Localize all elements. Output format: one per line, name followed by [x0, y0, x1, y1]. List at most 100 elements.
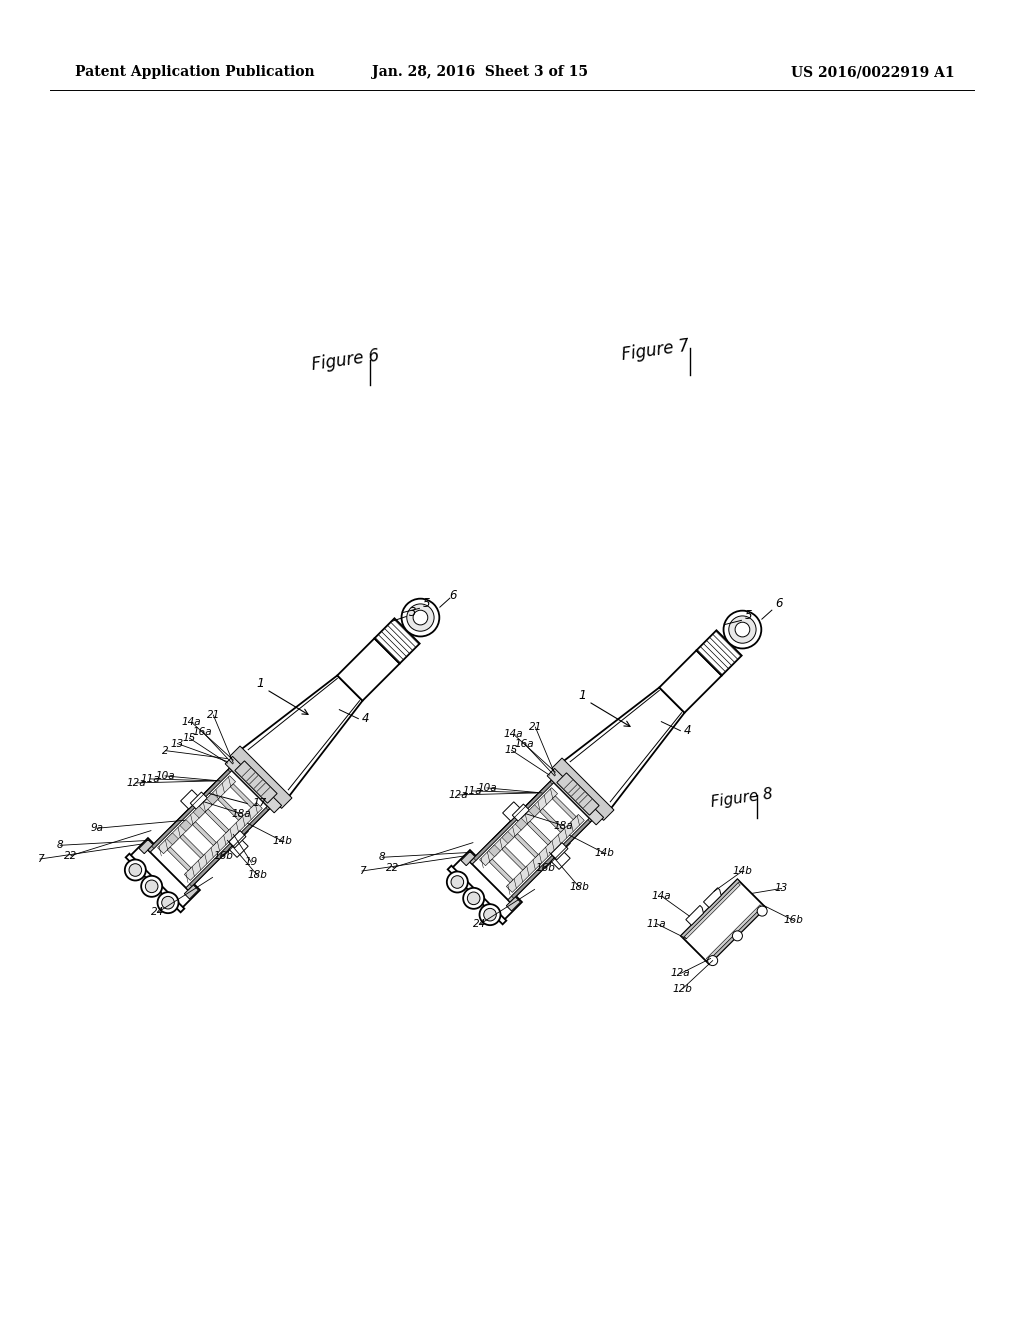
Polygon shape — [167, 833, 178, 845]
Polygon shape — [502, 846, 525, 870]
Polygon shape — [126, 854, 184, 912]
Polygon shape — [681, 879, 766, 964]
Polygon shape — [552, 758, 614, 820]
Polygon shape — [447, 866, 506, 924]
Polygon shape — [696, 631, 741, 676]
Polygon shape — [218, 796, 242, 820]
Polygon shape — [547, 768, 603, 825]
Polygon shape — [375, 618, 420, 664]
Polygon shape — [508, 818, 592, 902]
Polygon shape — [707, 904, 762, 961]
Text: Jan. 28, 2016  Sheet 3 of 15: Jan. 28, 2016 Sheet 3 of 15 — [372, 65, 588, 79]
Text: 17: 17 — [252, 797, 266, 808]
Text: 14a: 14a — [181, 717, 201, 727]
Circle shape — [757, 906, 767, 916]
Text: 14b: 14b — [732, 866, 752, 876]
Polygon shape — [147, 768, 231, 853]
Polygon shape — [129, 838, 200, 909]
Text: 14b: 14b — [595, 849, 614, 858]
Polygon shape — [229, 830, 246, 847]
Text: 1: 1 — [579, 689, 587, 701]
Polygon shape — [193, 822, 216, 846]
Circle shape — [446, 871, 468, 892]
Text: 11a: 11a — [140, 774, 160, 784]
Polygon shape — [551, 851, 570, 870]
Polygon shape — [139, 840, 154, 854]
Text: 16b: 16b — [783, 916, 804, 925]
Text: 18b: 18b — [248, 870, 267, 880]
Circle shape — [129, 863, 141, 876]
Circle shape — [451, 875, 464, 888]
Polygon shape — [474, 781, 552, 861]
Polygon shape — [489, 859, 513, 883]
Polygon shape — [229, 840, 248, 858]
Text: 1: 1 — [256, 677, 264, 689]
Circle shape — [467, 892, 480, 904]
Text: 12a: 12a — [126, 777, 145, 788]
Text: 7: 7 — [358, 866, 366, 876]
Text: 15: 15 — [182, 733, 196, 743]
Polygon shape — [194, 807, 205, 818]
Polygon shape — [184, 803, 262, 880]
Text: 14b: 14b — [272, 837, 293, 846]
Polygon shape — [152, 770, 230, 849]
Text: 19: 19 — [245, 858, 258, 867]
Polygon shape — [180, 820, 191, 832]
Polygon shape — [506, 814, 585, 892]
Polygon shape — [205, 809, 229, 833]
Circle shape — [735, 622, 750, 638]
Text: 8: 8 — [57, 841, 63, 850]
Polygon shape — [180, 789, 199, 809]
Text: 5: 5 — [744, 610, 752, 622]
Polygon shape — [184, 884, 199, 899]
Polygon shape — [503, 801, 520, 821]
Text: 10a: 10a — [156, 771, 175, 781]
Text: 22: 22 — [65, 850, 78, 861]
Polygon shape — [207, 793, 218, 805]
Text: 3: 3 — [410, 606, 417, 619]
Polygon shape — [659, 651, 722, 713]
Text: 9a: 9a — [90, 824, 103, 833]
Text: 12a: 12a — [671, 969, 690, 978]
Circle shape — [708, 956, 718, 966]
Polygon shape — [225, 756, 282, 813]
Circle shape — [141, 876, 162, 896]
Text: 4: 4 — [683, 723, 691, 737]
Circle shape — [158, 892, 178, 913]
Text: 13: 13 — [171, 739, 184, 748]
Text: 18b: 18b — [569, 882, 590, 892]
Circle shape — [463, 888, 484, 909]
Polygon shape — [514, 834, 539, 858]
Polygon shape — [686, 906, 703, 925]
Text: 16a: 16a — [193, 727, 212, 737]
Text: 8: 8 — [379, 853, 385, 862]
Circle shape — [407, 605, 434, 631]
Text: 13: 13 — [775, 883, 788, 894]
Text: Figure 6: Figure 6 — [310, 346, 380, 374]
Polygon shape — [337, 639, 399, 701]
Text: 6: 6 — [450, 589, 457, 602]
Circle shape — [125, 859, 145, 880]
Polygon shape — [167, 847, 191, 871]
Circle shape — [401, 599, 439, 636]
Text: US 2016/0022919 A1: US 2016/0022919 A1 — [792, 65, 955, 79]
Polygon shape — [470, 780, 592, 902]
Polygon shape — [684, 883, 740, 939]
Text: 12a: 12a — [449, 789, 468, 800]
Text: 16b: 16b — [536, 863, 555, 874]
Text: 21: 21 — [528, 722, 542, 733]
Text: Figure 7: Figure 7 — [620, 337, 690, 364]
Polygon shape — [189, 808, 268, 886]
Text: 18a: 18a — [231, 809, 252, 818]
Polygon shape — [527, 821, 551, 845]
Text: 5: 5 — [422, 598, 430, 610]
Text: 24: 24 — [151, 907, 164, 917]
Polygon shape — [506, 896, 520, 911]
Polygon shape — [451, 850, 522, 921]
Circle shape — [145, 880, 158, 892]
Text: 2: 2 — [162, 746, 169, 755]
Text: 16a: 16a — [515, 739, 535, 748]
Text: 6: 6 — [775, 597, 782, 610]
Text: Figure 8: Figure 8 — [710, 787, 774, 809]
Polygon shape — [515, 818, 527, 830]
